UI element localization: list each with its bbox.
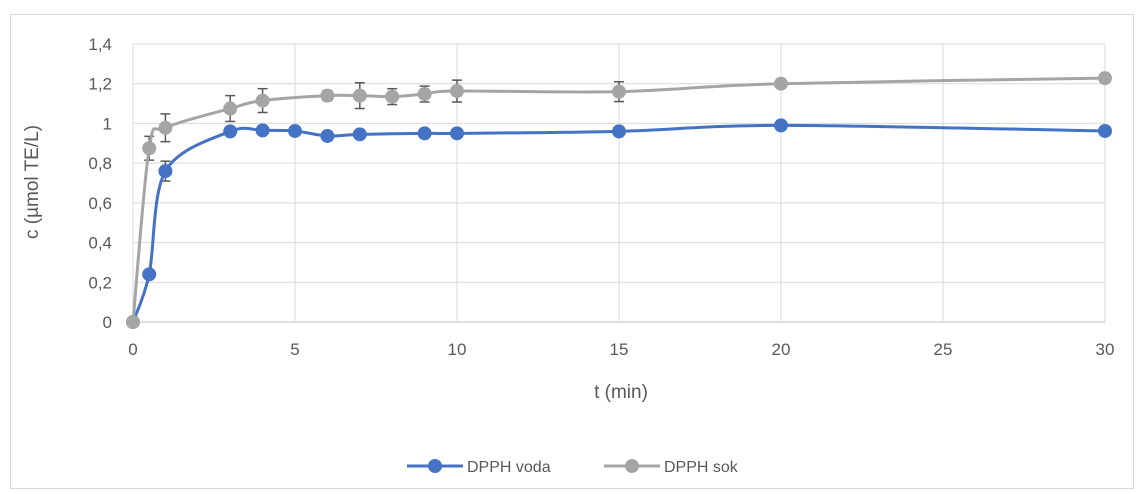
- data-point-voda: [774, 118, 788, 133]
- x-tick-label: 25: [934, 340, 953, 359]
- data-point-voda: [417, 126, 432, 141]
- data-point-sok: [126, 315, 140, 329]
- y-tick-label: 0,8: [88, 154, 112, 173]
- data-point-sok: [612, 84, 626, 99]
- data-point-sok: [450, 84, 464, 99]
- data-points: [126, 71, 1112, 329]
- data-point-sok: [223, 101, 238, 116]
- data-point-voda: [255, 123, 270, 138]
- y-tick-label: 0,2: [88, 273, 112, 292]
- x-tick-label: 20: [772, 340, 791, 359]
- x-tick-label: 0: [128, 340, 137, 359]
- data-point-sok: [774, 76, 788, 91]
- data-point-sok: [1098, 71, 1112, 86]
- y-tick-label: 1,2: [88, 75, 112, 94]
- data-point-voda: [1098, 123, 1112, 138]
- data-point-voda: [142, 267, 157, 282]
- data-point-voda: [223, 124, 238, 139]
- legend-label-sok: DPPH sok: [664, 459, 739, 476]
- y-tick-label: 0,4: [88, 234, 112, 253]
- y-tick-label: 0: [103, 313, 112, 332]
- data-point-voda: [288, 123, 302, 138]
- y-tick-label: 1: [103, 114, 112, 133]
- data-point-sok: [255, 93, 270, 108]
- y-tick-labels: 0 0,2 0,4 0,6 0,8 1 1,2 1,4: [88, 35, 112, 332]
- data-point-sok: [417, 87, 432, 102]
- error-bars: [144, 79, 786, 182]
- y-axis-title: c (µmol TE/L): [22, 125, 43, 239]
- legend-marker-sok: [625, 459, 639, 473]
- data-point-sok: [320, 88, 335, 103]
- legend-marker-voda: [428, 459, 442, 473]
- x-tick-label: 5: [290, 340, 299, 359]
- y-tick-label: 0,6: [88, 194, 112, 213]
- x-tick-label: 15: [610, 340, 629, 359]
- x-tick-label: 10: [448, 340, 467, 359]
- legend-item-sok: DPPH sok: [604, 459, 739, 476]
- data-point-voda: [612, 124, 626, 139]
- legend-label-voda: DPPH voda: [467, 459, 551, 476]
- x-tick-label: 30: [1096, 340, 1115, 359]
- data-point-sok: [385, 89, 400, 104]
- data-point-voda: [450, 126, 464, 141]
- legend: DPPH voda DPPH sok: [407, 459, 739, 476]
- legend-item-voda: DPPH voda: [407, 459, 551, 476]
- x-tick-labels: 0 5 10 15 20 25 30: [128, 340, 1114, 359]
- x-axis-title: t (min): [594, 382, 648, 403]
- data-point-sok: [352, 88, 367, 103]
- grid-lines: [132, 43, 1106, 323]
- data-point-voda: [158, 164, 173, 179]
- data-point-sok: [142, 141, 157, 156]
- y-tick-label: 1,4: [88, 35, 112, 54]
- data-point-sok: [158, 120, 173, 135]
- data-point-voda: [320, 128, 335, 143]
- data-point-voda: [352, 127, 367, 142]
